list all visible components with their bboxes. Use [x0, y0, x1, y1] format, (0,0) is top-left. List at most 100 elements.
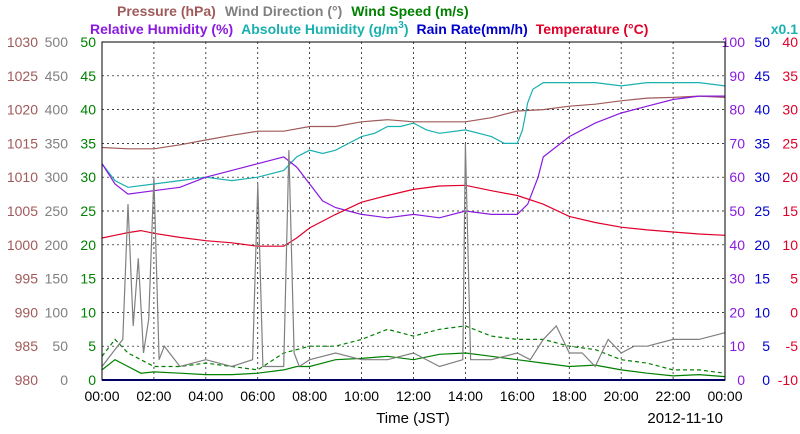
y-tick-label-temperature: 15 [782, 203, 798, 219]
plot-grid [102, 42, 725, 380]
y-tick-label-humidity: 50 [729, 203, 745, 219]
y-tick-label-rain-rate: 15 [754, 271, 770, 287]
y-tick-label-rain-rate: 30 [754, 169, 770, 185]
y-tick-label-wind-speed: 25 [80, 203, 96, 219]
series-line-wind-speed-gust-m-s [101, 325, 726, 374]
legend-entry: Relative Humidity (%) [90, 21, 233, 37]
y-tick-label-humidity: 80 [729, 102, 745, 118]
y-tick-label-wind-direction: 500 [45, 34, 69, 50]
y-tick-label-pressure: 1025 [7, 68, 38, 84]
y-tick-label-rain-rate: 40 [754, 102, 770, 118]
x-tick-label: 10:00 [344, 388, 379, 404]
series-line-absolute-humidity-g-m3-x0-1 [101, 81, 726, 188]
y-tick-label-temperature: -10 [778, 372, 798, 388]
y-tick-label-rain-rate: 35 [754, 135, 770, 151]
y-tick-label-humidity: 40 [729, 237, 745, 253]
y-tick-label-pressure: 1015 [7, 135, 38, 151]
y-tick-label-temperature: 5 [790, 271, 798, 287]
y-tick-label-rain-rate: 20 [754, 237, 770, 253]
y-tick-label-wind-direction: 300 [45, 169, 69, 185]
x-tick-label: 04:00 [188, 388, 223, 404]
y-tick-label-humidity: 20 [729, 304, 745, 320]
y-tick-label-pressure: 1000 [7, 237, 38, 253]
legend-entry: Pressure (hPa) [117, 3, 216, 19]
series-line-relative-humidity [101, 95, 725, 219]
y-tick-label-wind-speed: 35 [80, 135, 96, 151]
y-tick-label-pressure: 1010 [7, 169, 38, 185]
x-tick-label: 02:00 [136, 388, 171, 404]
y-tick-label-pressure: 980 [15, 372, 39, 388]
x-tick-label: 18:00 [552, 388, 587, 404]
y-tick-label-pressure: 990 [15, 304, 39, 320]
y-tick-label-pressure: 1030 [7, 34, 38, 50]
y-tick-label-temperature: 25 [782, 135, 798, 151]
y-tick-label-temperature: -5 [786, 338, 799, 354]
plot-frame [101, 41, 726, 381]
y-tick-label-wind-direction: 400 [45, 102, 69, 118]
x-tick-label: 20:00 [604, 388, 639, 404]
x-tick-label: 00:00 [707, 388, 742, 404]
y-tick-label-temperature: 40 [782, 34, 798, 50]
x-axis-title: Time (JST) [376, 410, 450, 427]
x-tick-label: 16:00 [500, 388, 535, 404]
x-tick-label: 22:00 [656, 388, 691, 404]
series-line-wind-direction [101, 143, 726, 368]
y-tick-label-humidity: 60 [729, 169, 745, 185]
y-tick-label-temperature: 20 [782, 169, 798, 185]
x-axis: 00:00 02:00 04:00 06:00 08:00 10:00 12:00 14:00… [84, 388, 742, 404]
y-tick-label-humidity: 90 [729, 68, 745, 84]
series-line-wind-speed-m-s [101, 352, 726, 378]
chart-date: 2012-11-10 [647, 410, 723, 427]
y-tick-label-temperature: 35 [782, 68, 798, 84]
y-tick-label-temperature: 30 [782, 102, 798, 118]
legend-entry: Wind Speed (m/s) [351, 3, 468, 19]
y-tick-label-pressure: 995 [15, 271, 39, 287]
y-tick-label-wind-speed: 30 [80, 169, 96, 185]
y-tick-label-rain-rate: 10 [754, 304, 770, 320]
legend-entry: Wind Direction (°) [225, 3, 342, 19]
y-tick-label-wind-speed: 5 [88, 338, 96, 354]
y-tick-label-temperature: 0 [790, 304, 798, 320]
y-tick-label-wind-speed: 15 [80, 271, 96, 287]
x-tick-label: 14:00 [448, 388, 483, 404]
y-tick-label-humidity: 100 [722, 34, 746, 50]
y-tick-label-pressure: 985 [15, 338, 39, 354]
x-tick-label: 12:00 [396, 388, 431, 404]
y-tick-label-humidity: 0 [737, 372, 745, 388]
legend-entry: Temperature (°C) [536, 21, 649, 37]
y-tick-label-wind-direction: 450 [45, 68, 69, 84]
y-tick-label-wind-speed: 50 [80, 34, 96, 50]
y-tick-label-wind-direction: 150 [45, 271, 69, 287]
y-axes: 1030102510201015101010051000995990985980… [7, 34, 798, 388]
legend: Pressure (hPa) Wind Direction (°) Wind Spe… [90, 3, 798, 37]
y-tick-label-humidity: 10 [729, 338, 745, 354]
x-tick-label: 00:00 [84, 388, 119, 404]
y-tick-label-pressure: 1020 [7, 102, 38, 118]
y-tick-label-wind-speed: 10 [80, 304, 96, 320]
y-tick-label-wind-direction: 0 [60, 372, 68, 388]
y-tick-label-wind-direction: 250 [45, 203, 69, 219]
y-tick-label-wind-speed: 0 [88, 372, 96, 388]
x-tick-label: 08:00 [292, 388, 327, 404]
y-tick-label-rain-rate: 0 [762, 372, 770, 388]
y-tick-label-wind-direction: 50 [52, 338, 68, 354]
y-tick-label-humidity: 30 [729, 271, 745, 287]
y-tick-label-wind-speed: 45 [80, 68, 96, 84]
x-tick-label: 06:00 [240, 388, 275, 404]
series-line-temperature-c [101, 184, 726, 247]
y-tick-label-rain-rate: 5 [762, 338, 770, 354]
y-tick-label-pressure: 1005 [7, 203, 38, 219]
legend-entry: Absolute Humidity (g/m3) [241, 20, 408, 37]
y-tick-label-temperature: 10 [782, 237, 798, 253]
y-tick-label-wind-speed: 20 [80, 237, 96, 253]
legend-entry: Rain Rate(mm/h) [417, 21, 528, 37]
y-tick-label-rain-rate: 50 [754, 34, 770, 50]
y-tick-label-wind-direction: 200 [45, 237, 69, 253]
y-tick-label-wind-direction: 100 [45, 304, 69, 320]
y-tick-label-wind-speed: 40 [80, 102, 96, 118]
y-tick-label-rain-rate: 45 [754, 68, 770, 84]
series-line-pressure-hpa [101, 95, 726, 150]
y-tick-label-humidity: 70 [729, 135, 745, 151]
y-tick-label-wind-direction: 350 [45, 135, 69, 151]
